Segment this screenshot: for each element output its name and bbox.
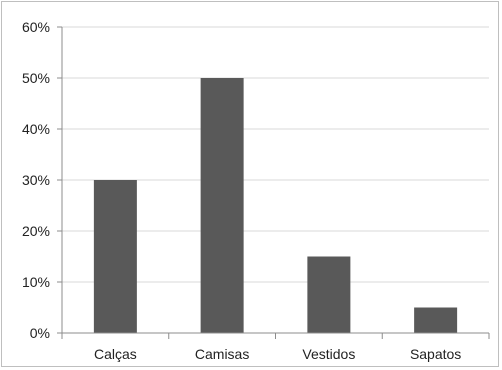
y-tick-label: 60% <box>22 19 50 35</box>
x-tick-label: Sapatos <box>410 346 461 362</box>
bar-sapatos <box>414 307 458 333</box>
bar-vestidos <box>307 256 351 333</box>
x-tick-label: Vestidos <box>302 346 355 362</box>
bar-calças <box>93 180 137 333</box>
x-tick-label: Calças <box>94 346 137 362</box>
y-tick-label: 30% <box>22 172 50 188</box>
bar-camisas <box>200 78 244 333</box>
y-tick-label: 40% <box>22 121 50 137</box>
y-tick-label: 20% <box>22 223 50 239</box>
x-tick-label: Camisas <box>195 346 249 362</box>
y-tick-label: 50% <box>22 70 50 86</box>
y-tick-label: 0% <box>30 325 50 341</box>
y-tick-label: 10% <box>22 274 50 290</box>
